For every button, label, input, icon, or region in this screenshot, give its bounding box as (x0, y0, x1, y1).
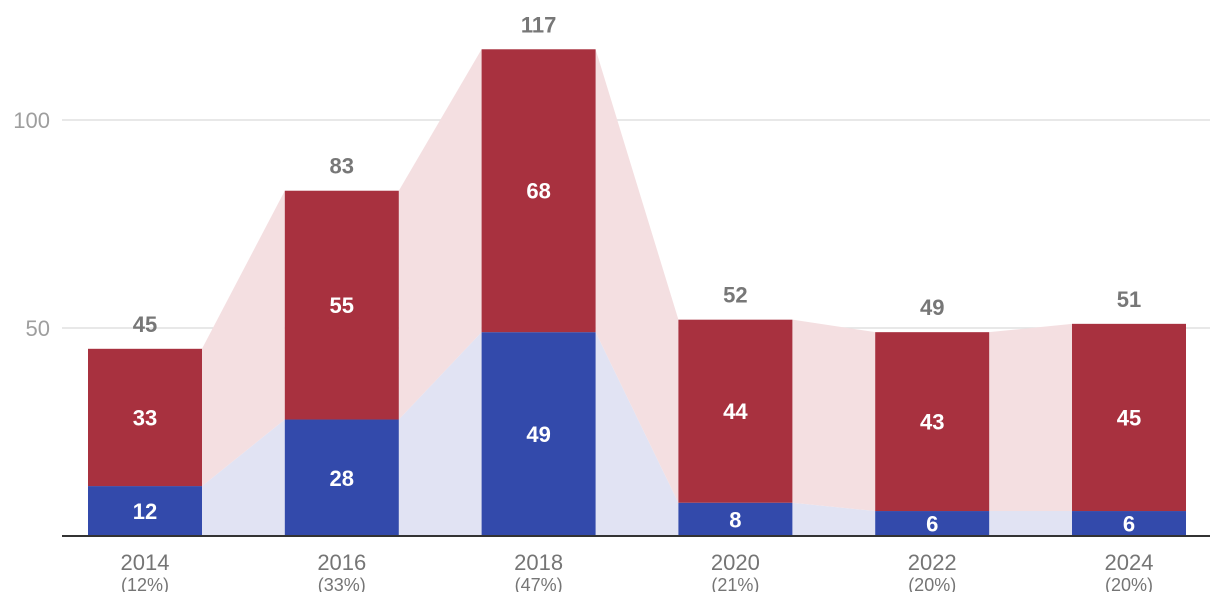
connector-band-lower (595, 332, 679, 536)
bar-segment-lower (1072, 511, 1186, 536)
labels: 501001233452014(12%)2855832016(33%)49681… (13, 12, 1153, 592)
data-label-upper: 33 (133, 405, 157, 430)
y-tick-label: 50 (26, 316, 50, 341)
x-tick-sublabel: (12%) (121, 575, 169, 592)
connector-band-upper (398, 49, 482, 420)
x-tick-label: 2022 (908, 550, 957, 575)
x-tick-label: 2020 (711, 550, 760, 575)
data-label-upper: 43 (920, 410, 944, 435)
x-tick-label: 2018 (514, 550, 563, 575)
total-label: 45 (133, 312, 157, 337)
x-tick-sublabel: (47%) (515, 575, 563, 592)
y-tick-label: 100 (13, 108, 50, 133)
data-label-upper: 45 (1117, 405, 1141, 430)
connector-band-upper (989, 323, 1072, 512)
bar-segment-upper (875, 332, 990, 512)
bar-segment-upper (1072, 323, 1186, 512)
total-label: 52 (723, 283, 747, 308)
bar-segment-lower (678, 502, 793, 536)
data-label-lower: 6 (1123, 512, 1135, 537)
data-label-upper: 55 (330, 293, 354, 318)
data-label-upper: 44 (723, 399, 748, 424)
data-label-lower: 49 (526, 422, 550, 447)
connector-band-upper (792, 319, 876, 512)
x-tick-sublabel: (20%) (1105, 575, 1153, 592)
bar-segment-upper (284, 190, 399, 420)
data-label-lower: 8 (729, 507, 741, 532)
bar-segment-upper (481, 49, 596, 333)
x-tick-label: 2014 (121, 550, 170, 575)
connector-band-lower (792, 502, 876, 536)
connector-band-lower (398, 332, 482, 536)
bar-segment-lower (88, 486, 202, 536)
bar-segment-upper (678, 319, 793, 503)
data-label-upper: 68 (526, 179, 550, 204)
bars (88, 49, 1186, 536)
total-label: 117 (521, 12, 557, 37)
x-tick-sublabel: (20%) (908, 575, 956, 592)
connector-band-lower (202, 419, 285, 536)
bar-segment-lower (481, 332, 596, 536)
connector-bands (202, 49, 1072, 536)
x-tick-label: 2016 (317, 550, 366, 575)
bar-segment-lower (875, 511, 990, 536)
data-label-lower: 6 (926, 512, 938, 537)
x-tick-sublabel: (21%) (711, 575, 759, 592)
total-label: 49 (920, 295, 944, 320)
data-label-lower: 28 (330, 466, 354, 491)
data-label-lower: 12 (133, 499, 157, 524)
connector-band-lower (989, 511, 1072, 536)
total-label: 51 (1117, 287, 1141, 312)
bar-segment-lower (284, 419, 399, 536)
connector-band-upper (595, 49, 679, 503)
bar-segment-upper (88, 348, 202, 487)
total-label: 83 (330, 154, 354, 179)
connector-band-upper (202, 190, 285, 487)
x-tick-label: 2024 (1105, 550, 1154, 575)
x-tick-sublabel: (33%) (318, 575, 366, 592)
